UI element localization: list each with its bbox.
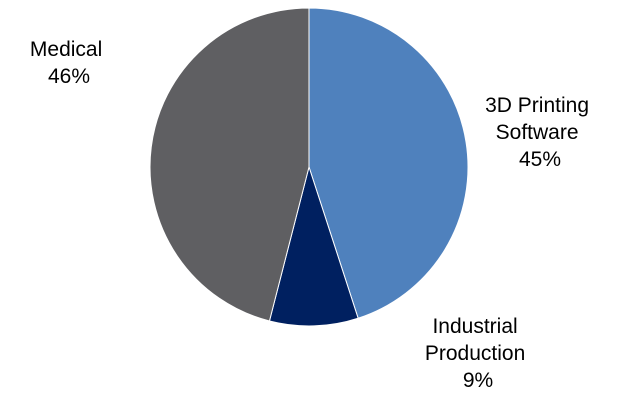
slice-industrial-production: [268, 165, 359, 327]
label-3d-printing-software-line-2: Software: [496, 121, 579, 144]
svg-text:Medical 46%: Medical 46%: [30, 38, 108, 88]
label-industrial-production-line-2: Production: [425, 342, 525, 365]
label-industrial-production: Industrial Production 9%: [425, 315, 531, 392]
svg-text:Industrial Production: Industrial Production 9%: [425, 315, 531, 392]
label-3d-printing-software-line-1: 3D Printing: [485, 94, 589, 117]
label-medical: Medical 46%: [30, 38, 108, 88]
slice-medical: [149, 7, 310, 322]
label-industrial-production-line-1: Industrial: [432, 315, 517, 338]
label-medical-line-1: Medical: [30, 38, 102, 61]
label-3d-printing-software: 3D Printing Software 45%: [485, 94, 595, 171]
slice-3d-printing-software: [308, 7, 469, 319]
label-3d-printing-software-value: 45%: [519, 148, 561, 171]
label-industrial-production-value: 9%: [463, 369, 493, 392]
label-medical-value: 46%: [48, 65, 90, 88]
pie-slices: [149, 7, 469, 327]
svg-text:3D Printing Software: 3D Printing Software 45%: [485, 94, 595, 171]
